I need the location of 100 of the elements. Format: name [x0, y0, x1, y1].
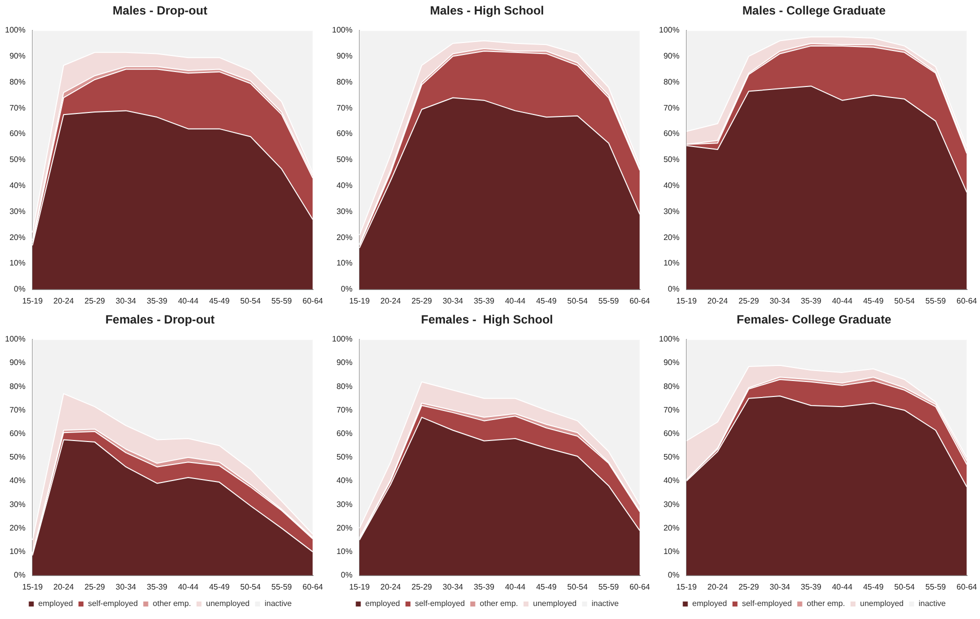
x-tick-label: 35-39	[146, 582, 168, 592]
y-tick-label: 70%	[336, 405, 352, 414]
y-tick-label: 30%	[336, 206, 352, 216]
x-tick-label: 50-54	[567, 296, 588, 306]
y-tick-label: 10%	[336, 258, 352, 268]
y-tick-label: 60%	[663, 429, 680, 438]
x-tick-label: 30-34	[770, 582, 791, 592]
x-tick-label: 60-64	[630, 582, 651, 592]
chart-title: Males - Drop-out	[112, 4, 208, 18]
x-tick-label: 30-34	[770, 296, 791, 306]
x-tick-label: 45-49	[863, 582, 884, 592]
y-tick-label: 80%	[336, 382, 352, 391]
x-tick-label: 60-64	[630, 296, 651, 306]
y-tick-label: 70%	[9, 405, 26, 414]
y-tick-label: 90%	[336, 358, 352, 368]
y-tick-label: 30%	[336, 500, 352, 509]
legend-label: employed	[38, 599, 73, 608]
y-tick-label: 90%	[9, 52, 26, 61]
x-tick-label: 60-64	[956, 296, 978, 306]
y-tick-label: 50%	[336, 452, 352, 462]
y-tick-label: 70%	[9, 103, 26, 112]
x-tick-label: 35-39	[800, 296, 822, 306]
legend-label: other emp.	[480, 599, 518, 608]
x-tick-label: 15-19	[676, 582, 698, 592]
x-tick-label: 40-44	[504, 582, 526, 592]
y-tick-label: 0%	[14, 284, 26, 294]
y-tick-label: 40%	[336, 181, 352, 190]
x-tick-label: 60-64	[302, 582, 324, 592]
y-tick-label: 100%	[4, 26, 26, 35]
legend-label: self-employed	[742, 599, 792, 608]
x-tick-label: 35-39	[800, 582, 822, 592]
x-tick-label: 20-24	[53, 582, 74, 592]
x-tick-label: 15-19	[349, 296, 370, 306]
y-tick-label: 40%	[336, 476, 352, 486]
legend-label: inactive	[918, 599, 946, 608]
x-tick-label: 25-29	[412, 582, 433, 592]
y-tick-label: 80%	[9, 77, 26, 86]
y-tick-label: 90%	[663, 358, 680, 368]
x-tick-label: 20-24	[53, 296, 74, 306]
x-tick-label: 45-49	[536, 296, 558, 306]
y-tick-label: 60%	[336, 129, 352, 138]
x-tick-label: 55-59	[598, 296, 620, 306]
y-tick-label: 20%	[663, 232, 680, 242]
y-tick-label: 90%	[9, 358, 26, 368]
y-tick-label: 60%	[336, 429, 352, 438]
y-tick-label: 20%	[663, 523, 680, 532]
legend-label: unemployed	[206, 599, 250, 608]
x-tick-label: 55-59	[598, 582, 620, 592]
x-tick-label: 35-39	[146, 296, 168, 306]
x-tick-label: 50-54	[240, 296, 262, 306]
x-tick-label: 40-44	[178, 296, 199, 306]
x-tick-label: 50-54	[894, 582, 916, 592]
x-tick-label: 45-49	[536, 582, 558, 592]
x-tick-label: 55-59	[925, 296, 946, 306]
y-tick-label: 100%	[658, 334, 680, 344]
y-tick-label: 0%	[668, 284, 680, 294]
x-tick-label: 15-19	[22, 582, 44, 592]
chart-title: Males - High School	[430, 4, 544, 18]
y-tick-label: 10%	[9, 547, 26, 556]
x-tick-label: 30-34	[442, 582, 464, 592]
y-tick-label: 30%	[663, 206, 680, 216]
y-tick-label: 0%	[668, 570, 680, 580]
x-tick-label: 25-29	[738, 582, 760, 592]
chart-title: Females - Drop-out	[105, 312, 215, 327]
x-tick-label: 25-29	[84, 296, 106, 306]
y-tick-label: 70%	[663, 405, 680, 414]
x-tick-label: 15-19	[22, 296, 44, 306]
y-tick-label: 60%	[9, 429, 26, 438]
y-tick-label: 50%	[663, 452, 680, 462]
x-tick-label: 45-49	[209, 296, 230, 306]
x-tick-label: 55-59	[925, 582, 946, 592]
x-tick-label: 30-34	[116, 296, 137, 306]
y-tick-label: 0%	[340, 570, 352, 580]
x-tick-label: 40-44	[178, 582, 199, 592]
legend-label: employed	[365, 599, 400, 608]
x-tick-label: 20-24	[707, 296, 728, 306]
x-tick-label: 50-54	[567, 582, 588, 592]
y-tick-label: 0%	[14, 570, 26, 580]
x-tick-label: 30-34	[442, 296, 464, 306]
y-tick-label: 50%	[9, 452, 26, 462]
x-tick-label: 60-64	[302, 296, 324, 306]
y-tick-label: 80%	[663, 77, 680, 86]
x-tick-label: 35-39	[474, 582, 495, 592]
legend-label: employed	[692, 599, 727, 608]
legend-label: unemployed	[860, 599, 904, 608]
x-tick-label: 40-44	[832, 296, 853, 306]
y-tick-label: 40%	[9, 181, 26, 190]
chart-title: Males - College Graduate	[742, 4, 886, 18]
y-tick-label: 20%	[336, 232, 352, 242]
y-tick-label: 10%	[663, 547, 680, 556]
y-tick-label: 100%	[332, 334, 352, 344]
y-tick-label: 100%	[332, 26, 352, 35]
legend-label: other emp.	[152, 599, 192, 608]
legend-label: unemployed	[533, 599, 577, 608]
y-tick-label: 30%	[9, 206, 26, 216]
y-tick-label: 40%	[663, 476, 680, 486]
x-tick-label: 30-34	[116, 582, 137, 592]
x-tick-label: 20-24	[380, 582, 402, 592]
y-tick-label: 70%	[336, 103, 352, 112]
x-tick-label: 50-54	[894, 296, 916, 306]
